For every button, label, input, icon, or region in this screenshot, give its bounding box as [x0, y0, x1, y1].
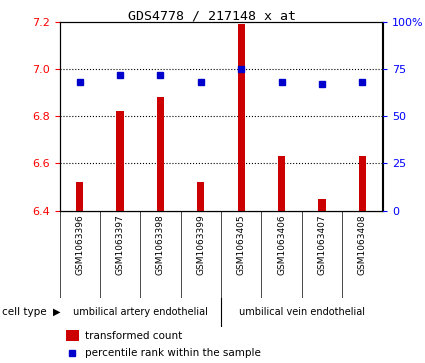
Text: umbilical artery endothelial: umbilical artery endothelial — [73, 307, 208, 317]
Text: GSM1063408: GSM1063408 — [358, 214, 367, 275]
Text: transformed count: transformed count — [85, 331, 183, 341]
Text: ▶: ▶ — [53, 307, 61, 317]
Text: GSM1063405: GSM1063405 — [237, 214, 246, 275]
Bar — [66, 330, 79, 341]
Text: GSM1063398: GSM1063398 — [156, 214, 165, 275]
Text: GSM1063407: GSM1063407 — [317, 214, 326, 275]
Text: percentile rank within the sample: percentile rank within the sample — [85, 348, 261, 359]
Bar — [197, 182, 204, 211]
Bar — [116, 111, 124, 211]
Bar — [76, 182, 83, 211]
Text: GDS4778 / 217148_x_at: GDS4778 / 217148_x_at — [128, 9, 297, 22]
Text: GSM1063396: GSM1063396 — [75, 214, 84, 275]
Text: GSM1063406: GSM1063406 — [277, 214, 286, 275]
Text: cell type: cell type — [2, 307, 47, 317]
Bar — [238, 24, 245, 211]
Text: GSM1063399: GSM1063399 — [196, 214, 205, 275]
Text: umbilical vein endothelial: umbilical vein endothelial — [239, 307, 365, 317]
Bar — [278, 156, 285, 211]
Bar — [318, 199, 326, 211]
Text: GSM1063397: GSM1063397 — [116, 214, 125, 275]
Bar — [359, 156, 366, 211]
Bar — [157, 97, 164, 211]
